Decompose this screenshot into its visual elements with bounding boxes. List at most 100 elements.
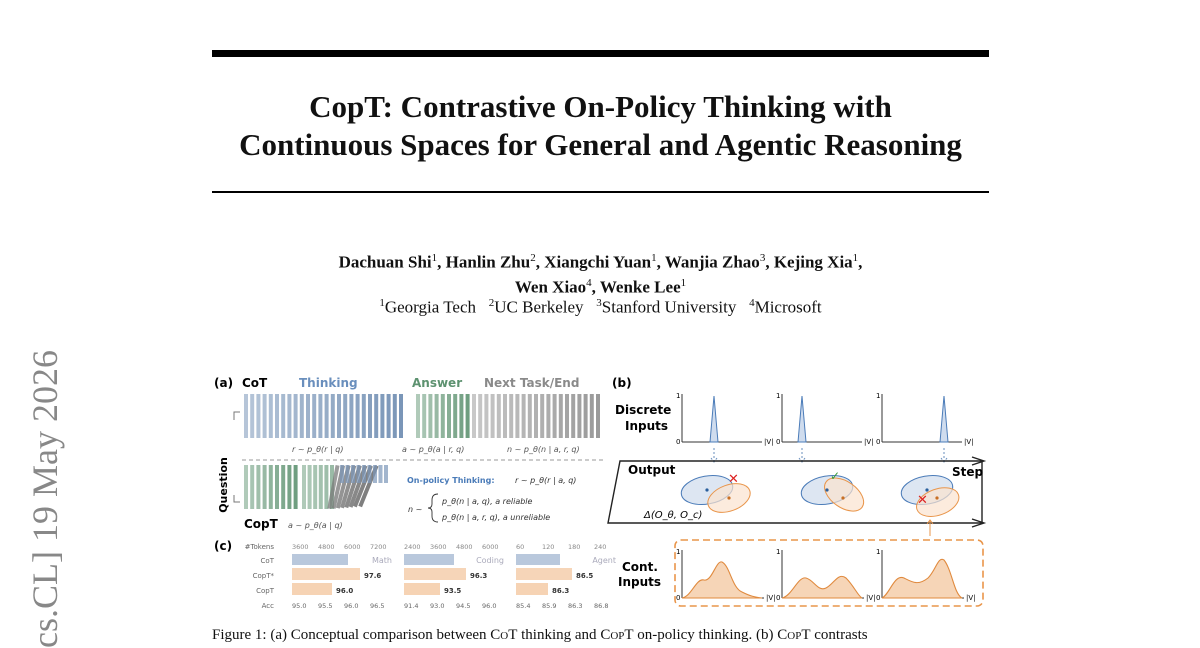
token-tick: 120 [542, 543, 554, 551]
copt-bar [292, 583, 332, 595]
next-bar [571, 394, 576, 438]
author-name: Xiangchi Yuan [544, 252, 652, 272]
acc-tick: 93.0 [430, 602, 444, 610]
token-tick: 3600 [430, 543, 447, 551]
axis-zero: 0 [676, 438, 680, 446]
down-arrow [710, 448, 718, 463]
copt-star-bar [404, 568, 466, 580]
token-tick: 3600 [292, 543, 309, 551]
next-bar [546, 394, 551, 438]
answer-label: Answer [412, 376, 462, 390]
thinking-bar [275, 394, 279, 438]
answer-bar [459, 394, 464, 438]
question-label: Question [217, 457, 230, 513]
affiliation: Microsoft [754, 297, 822, 317]
cont-ellipse [916, 487, 960, 517]
thinking-bar [355, 394, 360, 438]
arxiv-sidebar-id: cs.CL] 19 May 2026 [25, 350, 65, 648]
center-dot [841, 496, 845, 500]
panel-c-acc-ticks: 95.0 95.5 96.0 96.5 91.4 93.0 94.5 96.0 85.4 85.9… [292, 602, 608, 610]
copt-thinking-fan [302, 464, 388, 509]
next-bar [515, 394, 520, 438]
thinking-bar [287, 394, 292, 438]
cot-bar [404, 554, 454, 565]
axis-v: |V| [764, 438, 774, 446]
answer-bar [453, 394, 458, 438]
panel-c-row-labels: #Tokens CoT CopT* CopT Acc [245, 543, 275, 610]
paper-title: CopT: Contrastive On-Policy Thinking wit… [212, 88, 989, 164]
affiliation: UC Berkeley [494, 297, 584, 317]
next-bar [589, 394, 594, 438]
answer-bar [434, 394, 439, 438]
peak [709, 395, 719, 443]
onpolicy-eq: r ~ p_θ(r | a, q) [515, 476, 576, 485]
n-symbol: n ~ [408, 505, 422, 514]
token-tick: 6000 [482, 543, 499, 551]
next-bar [478, 394, 483, 438]
affiliation: Stanford University [601, 297, 737, 317]
copt-onpolicy-bar [356, 465, 361, 483]
down-arrow [940, 448, 948, 463]
copt-answer-bar [250, 465, 255, 509]
answer-bar [440, 394, 445, 438]
acc-tick: 86.8 [594, 602, 608, 610]
check-icon: ✓ [830, 469, 840, 483]
title-line-2: Continuous Spaces for General and Agenti… [239, 127, 962, 162]
cont-inputs-label: Inputs [618, 575, 661, 589]
discrete-input-plots: 10 |V|10 |V|10 |V| [676, 392, 974, 463]
copt-answer-bar [256, 465, 261, 509]
next-bar [565, 394, 569, 438]
next-bar [552, 394, 557, 438]
next-bar [596, 394, 600, 438]
acc-tick: 91.4 [404, 602, 418, 610]
author-name: Wen Xiao [514, 277, 587, 297]
axis-one: 1 [776, 392, 780, 400]
cot-thinking-bars [244, 394, 403, 438]
copt-onpolicy-bar [373, 465, 377, 483]
thinking-bar [312, 394, 317, 438]
thinking-bar [256, 394, 261, 438]
group-name: Math [372, 556, 392, 565]
acc-tick: 85.9 [542, 602, 556, 610]
delta-label: Δ(O_θ, O_c) [643, 510, 702, 521]
axis-zero: 0 [676, 594, 680, 602]
copt-label: CopT [244, 517, 279, 531]
axis-v: |V| [964, 438, 974, 446]
thinking-bar [268, 394, 273, 438]
axis-one: 1 [676, 548, 680, 556]
onpolicy-label: On-policy Thinking: [407, 476, 495, 485]
panel-c-row-label: CopT [256, 587, 275, 595]
copt-fan-bar [313, 465, 318, 509]
step-label: Step [952, 465, 984, 479]
output-label: Output [628, 463, 676, 477]
axis-zero: 0 [776, 438, 780, 446]
token-tick: 4800 [456, 543, 473, 551]
acc-tick: 86.3 [568, 602, 582, 610]
continuous-input-plots: 10 |V|10 |V|10 |V| [676, 548, 976, 602]
panel-c-label: (c) [214, 539, 232, 553]
author-name: Dachuan Shi [338, 252, 432, 272]
thinking-bar [337, 394, 341, 438]
center-dot [727, 496, 731, 500]
affiliation: Georgia Tech [384, 297, 477, 317]
output-ellipses: ✕ ✓ ✕ [680, 469, 960, 536]
thinking-bar [281, 394, 286, 438]
cross-icon: ✕ [917, 493, 928, 508]
axis-one: 1 [876, 548, 880, 556]
peak [939, 395, 949, 443]
copt-star-bar [292, 568, 360, 580]
thinking-bar [262, 394, 267, 438]
panel-c-row-label: Acc [262, 602, 275, 610]
thinking-bar [392, 394, 397, 438]
panel-b-label: (b) [612, 376, 632, 390]
thinking-bar [380, 394, 385, 438]
copt-fan-bar [307, 465, 312, 509]
thinking-bar [244, 394, 248, 438]
cot-answer-bars [416, 394, 470, 438]
token-tick: 2400 [404, 543, 421, 551]
copt-onpolicy-bar [345, 465, 350, 483]
caption-label: Figure 1: [212, 627, 267, 643]
density-curve [781, 575, 863, 599]
copt-answer-bar [281, 465, 286, 509]
axis-v: |V| [866, 594, 876, 602]
